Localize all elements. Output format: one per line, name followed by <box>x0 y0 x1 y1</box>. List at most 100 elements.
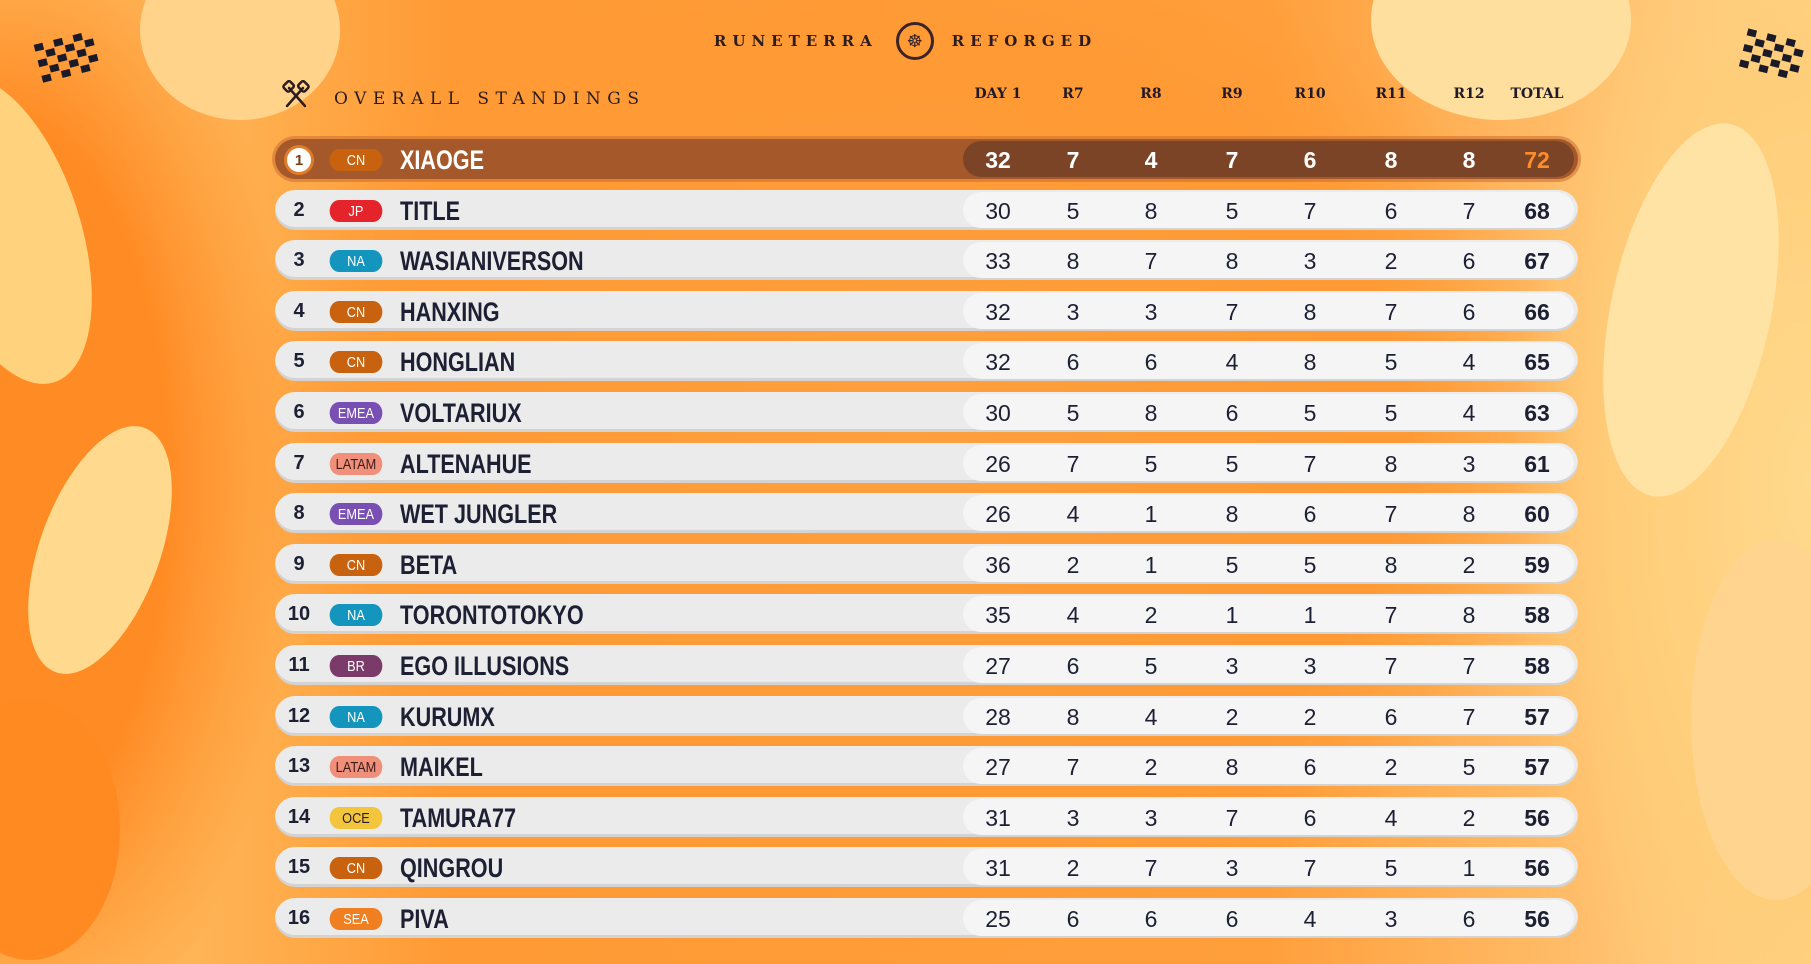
score-band <box>963 698 1574 734</box>
round-score: 6 <box>1066 653 1080 679</box>
region-badge: SEA <box>329 908 383 930</box>
rank-number: 6 <box>293 400 305 423</box>
player-name: KURUMX <box>400 702 495 732</box>
flag-square <box>80 64 91 74</box>
rank-number: 14 <box>287 805 311 828</box>
rank-number: 3 <box>293 248 305 271</box>
table-row: 2 JP TITLE 30 5 8 5 7 6 7 68 <box>275 190 1578 230</box>
table-row: 1 CN XIAOGE 32 7 4 7 6 8 8 72 <box>275 139 1578 179</box>
table-row: 6 EMEA VOLTARIUX 30 5 8 6 5 5 4 63 <box>275 392 1578 432</box>
rank-number: 9 <box>293 552 305 575</box>
player-name: TAMURA77 <box>400 803 517 833</box>
round-score: 6 <box>1225 400 1239 426</box>
flag-square <box>68 58 80 68</box>
round-score: 8 <box>1066 248 1080 274</box>
round-score: 6 <box>1303 501 1317 527</box>
region-badge: CN <box>329 351 383 373</box>
flag-square <box>49 63 60 73</box>
total-score: 67 <box>1524 248 1550 274</box>
player-name: PIVA <box>400 904 449 934</box>
round-score: 7 <box>1462 198 1476 224</box>
total-score: 56 <box>1524 906 1550 932</box>
flag-square <box>1769 58 1781 68</box>
round-score: 3 <box>1462 451 1476 477</box>
round-score: 4 <box>1384 805 1398 831</box>
total-score: 56 <box>1524 855 1550 881</box>
score-band <box>963 192 1574 228</box>
region-badge: NA <box>329 250 383 272</box>
table-row: 13 LATAM MAIKEL 27 7 2 8 6 2 5 57 <box>275 746 1578 786</box>
round-score: 8 <box>1225 248 1239 274</box>
column-header: R9 <box>1221 86 1243 102</box>
player-name: TITLE <box>400 196 460 226</box>
round-score: 5 <box>1066 400 1080 426</box>
score-band <box>963 596 1574 632</box>
round-score: 7 <box>1462 653 1476 679</box>
round-score: 7 <box>1462 704 1476 730</box>
round-score: 5 <box>1303 400 1317 426</box>
round-score: 2 <box>1384 248 1398 274</box>
round-score: 7 <box>1066 754 1080 780</box>
total-score: 60 <box>1524 501 1550 527</box>
total-score: 68 <box>1524 198 1550 224</box>
brand-emblem-icon: ☸ <box>895 22 934 60</box>
rank-number: 10 <box>287 602 311 625</box>
round-score: 6 <box>1303 147 1317 173</box>
region-badge: CN <box>329 301 383 323</box>
round-score: 35 <box>985 602 1011 628</box>
score-band <box>963 647 1574 683</box>
round-score: 1 <box>1303 602 1317 628</box>
round-score: 7 <box>1225 805 1239 831</box>
round-score: 4 <box>1462 349 1476 375</box>
score-band <box>963 900 1574 936</box>
round-score: 8 <box>1144 400 1158 426</box>
round-score: 2 <box>1066 855 1080 881</box>
round-score: 5 <box>1303 552 1317 578</box>
round-score: 5 <box>1144 451 1158 477</box>
flag-square <box>1777 69 1789 79</box>
round-score: 5 <box>1225 198 1239 224</box>
round-score: 7 <box>1225 299 1239 325</box>
round-score: 4 <box>1462 400 1476 426</box>
rank-number: 16 <box>287 906 311 929</box>
round-score: 7 <box>1384 299 1398 325</box>
round-score: 5 <box>1384 349 1398 375</box>
region-badge: OCE <box>329 807 383 829</box>
round-score: 7 <box>1303 198 1317 224</box>
round-score: 1 <box>1225 602 1239 628</box>
round-score: 4 <box>1303 906 1317 932</box>
region-badge: NA <box>329 604 383 626</box>
round-score: 8 <box>1303 299 1317 325</box>
bg-shape <box>1691 540 1811 900</box>
total-score: 59 <box>1524 552 1550 578</box>
region-badge: JP <box>329 200 383 222</box>
total-score: 58 <box>1524 602 1550 628</box>
player-name: WASIANIVERSON <box>400 246 584 276</box>
score-band <box>963 141 1574 177</box>
round-score: 5 <box>1066 198 1080 224</box>
rank-number: 4 <box>293 299 305 322</box>
round-score: 7 <box>1303 451 1317 477</box>
round-score: 6 <box>1462 248 1476 274</box>
round-score: 6 <box>1144 349 1158 375</box>
round-score: 2 <box>1066 552 1080 578</box>
column-header: R10 <box>1294 86 1326 102</box>
column-header: R12 <box>1453 86 1485 102</box>
flag-square <box>41 73 52 83</box>
bg-shape <box>0 407 201 693</box>
table-row: 8 EMEA WET JUNGLER 26 4 1 8 6 7 8 60 <box>275 493 1578 533</box>
round-score: 3 <box>1303 248 1317 274</box>
round-score: 3 <box>1225 653 1239 679</box>
flag-square <box>1758 64 1769 74</box>
round-score: 4 <box>1066 602 1080 628</box>
rank-number: 5 <box>293 349 305 372</box>
region-badge: CN <box>329 554 383 576</box>
score-band <box>963 799 1574 835</box>
total-score: 66 <box>1524 299 1550 325</box>
region-badge: EMEA <box>329 402 383 424</box>
bg-shape <box>0 700 120 960</box>
round-score: 8 <box>1462 501 1476 527</box>
round-score: 6 <box>1462 299 1476 325</box>
column-header: R8 <box>1140 86 1162 102</box>
table-row: 10 NA TORONTOTOKYO 35 4 2 1 1 7 8 58 <box>275 594 1578 634</box>
